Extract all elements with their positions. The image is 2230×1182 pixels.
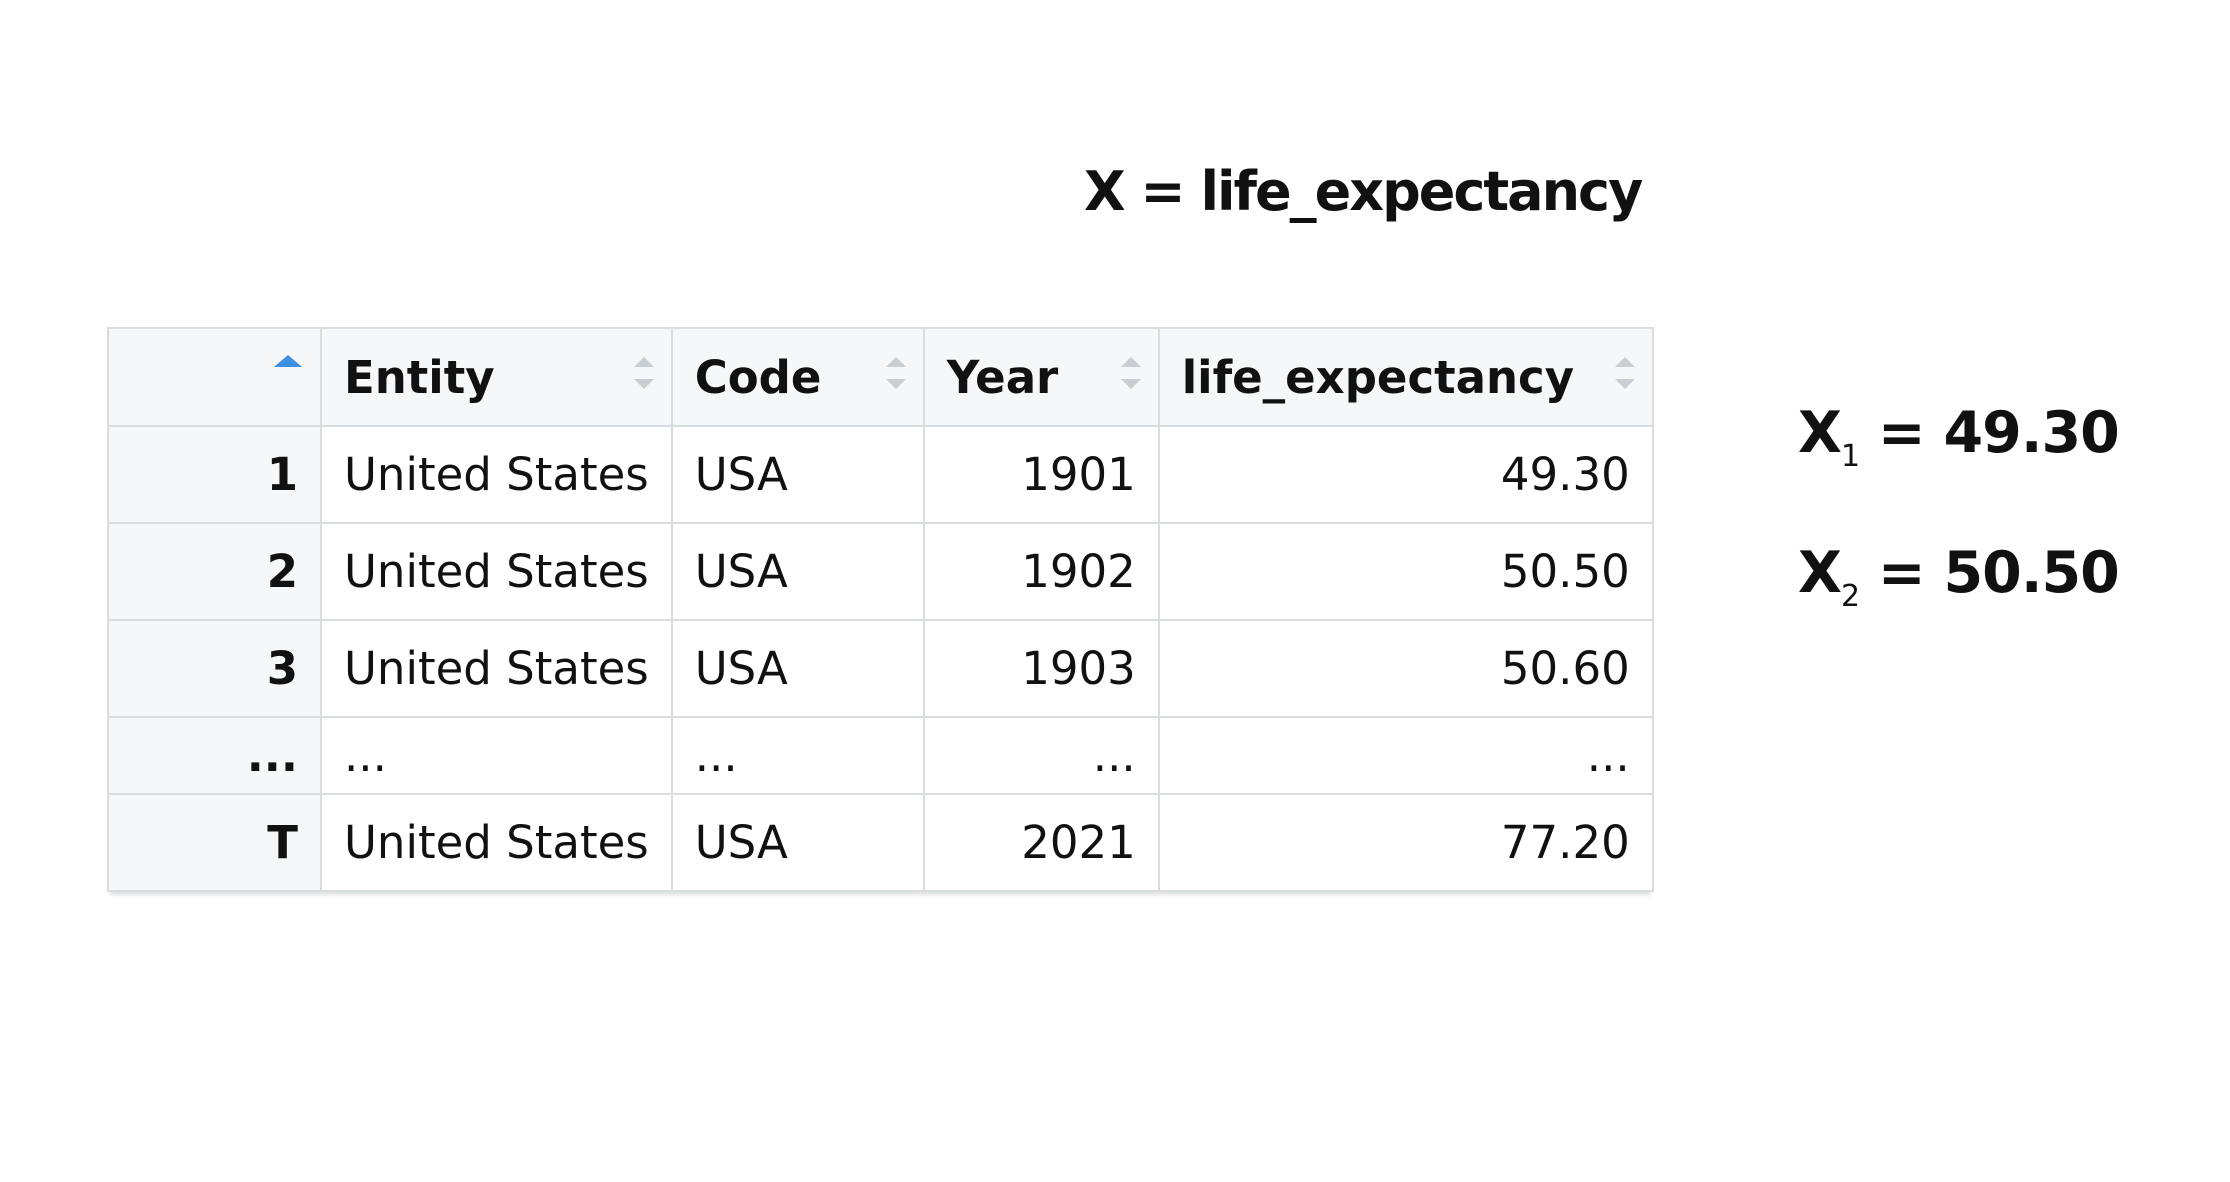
equation-variable: X: [1798, 400, 1842, 466]
table-cell: ...: [922, 716, 1160, 795]
table-row: T United States USA 2021 77.20: [107, 793, 1654, 892]
sort-icon: [633, 357, 654, 389]
column-header[interactable]: Code: [670, 327, 925, 427]
table-cell: 50.50: [1157, 522, 1654, 621]
table-cell: USA: [670, 619, 925, 718]
data-table: Entity Code Year life_expectancy 1 United St…: [107, 327, 1654, 892]
table-cell: 1903: [922, 619, 1160, 718]
sort-icon: [885, 357, 906, 389]
sort-asc-icon: [274, 355, 302, 367]
column-header[interactable]: Year: [922, 327, 1160, 427]
table-cell: United States: [320, 522, 673, 621]
row-index: 1: [107, 425, 322, 524]
equation-variable: X: [1798, 540, 1842, 606]
row-index: T: [107, 793, 322, 892]
equation-value: = 49.30: [1877, 400, 2120, 466]
equation: X2 = 50.50: [1798, 540, 2120, 614]
title: X = life_expectancy: [1084, 160, 1643, 223]
table-cell: 77.20: [1157, 793, 1654, 892]
table-cell: 1901: [922, 425, 1160, 524]
table-row: 3 United States USA 1903 50.60: [107, 619, 1654, 718]
row-index: ...: [107, 716, 322, 795]
sort-icon: [1614, 357, 1635, 389]
sort-icon: [1120, 357, 1141, 389]
table-body: 1 United States USA 1901 49.30 2 United States…: [107, 425, 1654, 892]
table-row: 2 United States USA 1902 50.50: [107, 522, 1654, 621]
table-cell: 2021: [922, 793, 1160, 892]
table-cell: ...: [320, 716, 673, 795]
table-cell: United States: [320, 619, 673, 718]
table-row: 1 United States USA 1901 49.30: [107, 425, 1654, 524]
equation-subscript: 1: [1840, 439, 1860, 474]
header-text: Year: [946, 350, 1059, 404]
header-text: life_expectancy: [1181, 350, 1575, 404]
table-cell: USA: [670, 522, 925, 621]
equation-value: = 50.50: [1877, 540, 2120, 606]
table-cell: 50.60: [1157, 619, 1654, 718]
index-header[interactable]: [107, 327, 322, 427]
equation: X1 = 49.30: [1798, 400, 2120, 474]
table-cell: United States: [320, 425, 673, 524]
table-cell: 1902: [922, 522, 1160, 621]
table-cell: 49.30: [1157, 425, 1654, 524]
table-cell: USA: [670, 425, 925, 524]
table-row: ...............: [107, 716, 1654, 795]
equation-subscript: 2: [1840, 579, 1860, 614]
table-cell: ...: [1157, 716, 1654, 795]
row-index: 3: [107, 619, 322, 718]
column-header[interactable]: Entity: [320, 327, 673, 427]
table-cell: ...: [670, 716, 925, 795]
row-index: 2: [107, 522, 322, 621]
column-header[interactable]: life_expectancy: [1157, 327, 1654, 427]
table-cell: United States: [320, 793, 673, 892]
table-cell: USA: [670, 793, 925, 892]
header-text: Code: [694, 350, 822, 404]
header-text: Entity: [344, 350, 495, 404]
header-row: Entity Code Year life_expectancy: [107, 327, 1654, 427]
